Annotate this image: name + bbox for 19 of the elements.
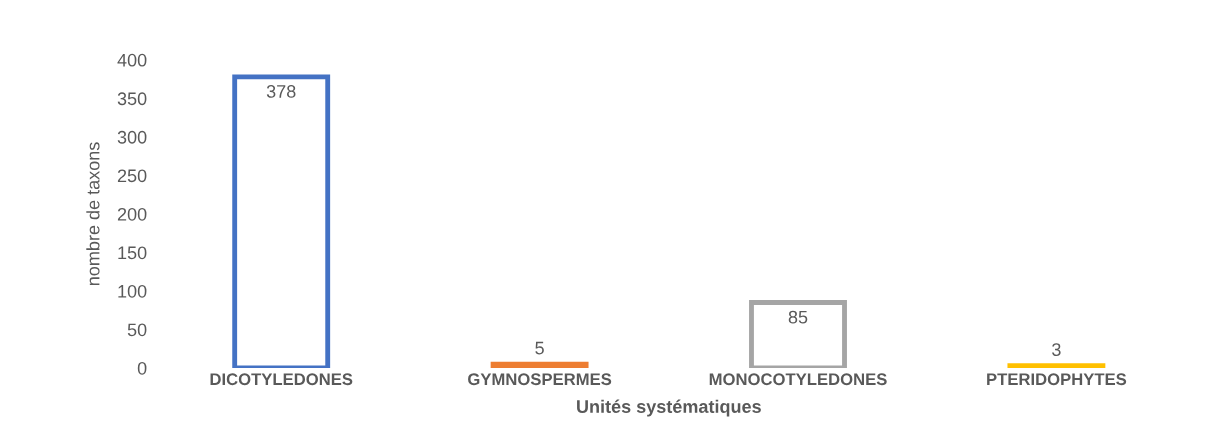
x-tick-label: PTERIDOPHYTES xyxy=(987,373,1127,386)
y-tick-label: 400 xyxy=(117,53,147,67)
y-tick-label: 350 xyxy=(117,92,147,106)
y-tick-label: 250 xyxy=(117,169,147,183)
y-tick-label: 50 xyxy=(127,323,147,337)
x-tick-label: GYMNOSPERMES xyxy=(468,373,612,386)
data-label: 3 xyxy=(1052,343,1061,356)
data-label: 5 xyxy=(535,341,544,355)
y-tick-label: 100 xyxy=(118,284,147,298)
y-tick-label: 150 xyxy=(118,246,147,260)
data-label: 85 xyxy=(788,310,808,324)
y-tick-label: 200 xyxy=(117,207,147,221)
y-tick-label: 0 xyxy=(137,361,147,375)
x-tick-label: MONOCOTYLEDONES xyxy=(709,373,887,386)
x-tick-label: DICOTYLEDONES xyxy=(210,373,353,386)
y-axis-title: nombre de taxons xyxy=(86,142,100,286)
x-axis-title: Unités systématiques xyxy=(577,399,761,417)
data-label: 378 xyxy=(266,85,296,98)
y-tick-label: 300 xyxy=(117,130,147,144)
